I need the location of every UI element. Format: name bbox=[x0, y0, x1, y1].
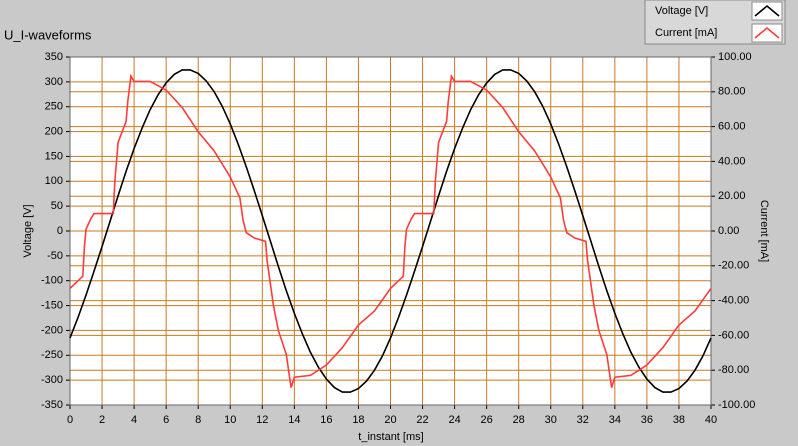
x-tick-label: 34 bbox=[609, 414, 621, 426]
y-tick-label: 350 bbox=[45, 51, 63, 63]
y2-tick-label: 60.00 bbox=[718, 121, 746, 133]
x-tick-label: 30 bbox=[545, 414, 557, 426]
series-line bbox=[69, 73, 712, 388]
y-tick-label: -100 bbox=[41, 275, 63, 287]
y-tick-label: 50 bbox=[51, 200, 63, 212]
legend-swatch bbox=[754, 26, 780, 39]
legend-swatch-box bbox=[751, 23, 783, 43]
x-tick-label: 20 bbox=[384, 414, 396, 426]
y-tick-label: 300 bbox=[45, 76, 63, 88]
x-tick-label: 4 bbox=[131, 414, 137, 426]
legend-swatch-box bbox=[751, 1, 783, 21]
y2-tick-label: -100.00 bbox=[718, 399, 755, 411]
y-tick-label: -250 bbox=[41, 349, 63, 361]
plot-border bbox=[69, 56, 712, 406]
x-tick-label: 38 bbox=[673, 414, 685, 426]
y-tick-label: 150 bbox=[45, 150, 63, 162]
x-tick-label: 22 bbox=[416, 414, 428, 426]
x-tick-label: 16 bbox=[320, 414, 332, 426]
x-tick-label: 8 bbox=[195, 414, 201, 426]
y2-tick-label: 80.00 bbox=[718, 86, 746, 98]
chart-title: U_I-waveforms bbox=[4, 27, 92, 42]
x-axis-label: t_instant [ms] bbox=[358, 431, 423, 443]
y-tick-label: -50 bbox=[47, 250, 63, 262]
x-tick-label: 14 bbox=[288, 414, 300, 426]
x-tick-label: 32 bbox=[577, 414, 589, 426]
series-line bbox=[69, 69, 712, 393]
x-tick-label: 36 bbox=[641, 414, 653, 426]
x-tick-label: 28 bbox=[513, 414, 525, 426]
x-tick-label: 24 bbox=[448, 414, 460, 426]
y2-tick-label: -40.00 bbox=[718, 295, 749, 307]
y2-tick-label: -80.00 bbox=[718, 364, 749, 376]
x-tick-label: 40 bbox=[705, 414, 717, 426]
x-tick-label: 6 bbox=[163, 414, 169, 426]
y2-tick-label: 0.00 bbox=[718, 225, 739, 237]
y-tick-label: -150 bbox=[41, 299, 63, 311]
x-tick-label: 10 bbox=[224, 414, 236, 426]
x-tick-label: 18 bbox=[352, 414, 364, 426]
y2-tick-label: 100.00 bbox=[718, 51, 752, 63]
y2-axis-label: Current [mA] bbox=[758, 200, 770, 262]
x-tick-label: 0 bbox=[67, 414, 73, 426]
y-tick-label: -300 bbox=[41, 374, 63, 386]
y2-tick-label: -60.00 bbox=[718, 329, 749, 341]
y-axis-label: Voltage [V] bbox=[22, 204, 34, 257]
x-tick-label: 2 bbox=[99, 414, 105, 426]
y-tick-label: 0 bbox=[57, 225, 63, 237]
x-tick-label: 26 bbox=[481, 414, 493, 426]
legend-label: Voltage [V] bbox=[655, 5, 708, 17]
y-tick-label: -200 bbox=[41, 324, 63, 336]
y-tick-label: 200 bbox=[45, 125, 63, 137]
y-tick-label: 100 bbox=[45, 175, 63, 187]
y-tick-label: -350 bbox=[41, 399, 63, 411]
y2-tick-label: -20.00 bbox=[718, 260, 749, 272]
y2-tick-label: 20.00 bbox=[718, 190, 746, 202]
legend-label: Current [mA] bbox=[655, 27, 717, 39]
legend-swatch bbox=[754, 4, 780, 17]
y-tick-label: 250 bbox=[45, 101, 63, 113]
y2-tick-label: 40.00 bbox=[718, 155, 746, 167]
x-tick-label: 12 bbox=[256, 414, 268, 426]
